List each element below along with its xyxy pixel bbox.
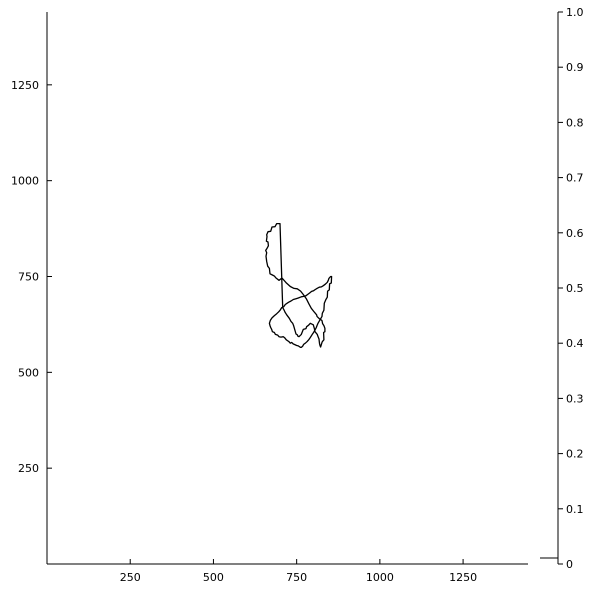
colorbar-tick-label: 0.7 <box>566 172 584 185</box>
y-axis-ticks: 250 500 750 1000 1250 <box>11 79 52 475</box>
colorbar-tick-label: 0.8 <box>566 116 584 129</box>
x-axis-ticks: 250 500 750 1000 1250 <box>120 559 477 584</box>
x-tick-label: 500 <box>203 571 224 584</box>
colorbar-tick-label: 0.3 <box>566 392 584 405</box>
x-tick-label: 1000 <box>366 571 394 584</box>
colorbar-tick-label: 0.5 <box>566 282 584 295</box>
contour-line-2 <box>268 275 333 349</box>
y-tick-label: 1250 <box>11 79 39 92</box>
colorbar-tick-label: 0.2 <box>566 448 584 461</box>
x-tick-label: 750 <box>286 571 307 584</box>
colorbar-tick-label: 1.0 <box>566 6 584 19</box>
contour-line-1 <box>265 222 326 348</box>
y-tick-label: 1000 <box>11 175 39 188</box>
colorbar-ticks: 0 0.1 0.2 0.3 0.4 0.5 0.6 0.7 0.8 0.9 1.0 <box>558 6 584 571</box>
colorbar-tick-label: 0.4 <box>566 337 584 350</box>
x-tick-label: 1250 <box>449 571 477 584</box>
y-tick-label: 500 <box>18 366 39 379</box>
x-tick-label: 250 <box>120 571 141 584</box>
colorbar-tick-label: 0.1 <box>566 503 584 516</box>
plot-axes <box>46 12 559 565</box>
contour-lines <box>265 222 333 349</box>
y-tick-label: 750 <box>18 271 39 284</box>
colorbar-tick-label: 0.9 <box>566 61 584 74</box>
y-tick-label: 250 <box>18 462 39 475</box>
colorbar-tick-label: 0.6 <box>566 227 584 240</box>
colorbar-tick-label: 0 <box>566 558 573 571</box>
